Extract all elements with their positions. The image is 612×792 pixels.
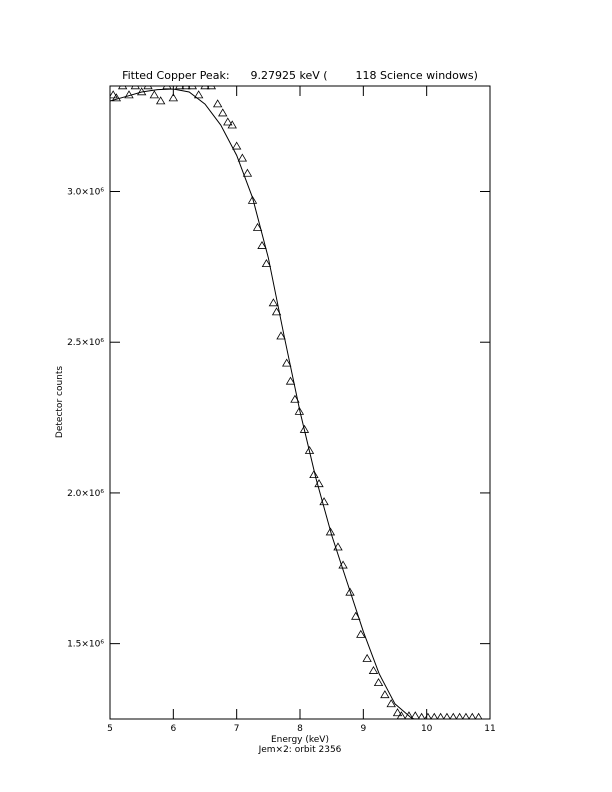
triangle-marker	[443, 712, 451, 719]
triangle-marker	[368, 665, 379, 674]
triangle-marker	[257, 240, 267, 249]
triangle-marker	[430, 712, 438, 719]
triangle-marker	[468, 712, 476, 719]
triangle-marker	[424, 712, 432, 719]
triangle-marker	[111, 93, 122, 102]
triangle-marker	[462, 712, 470, 719]
y-tick-label: 2.0×10⁶	[67, 489, 104, 499]
triangle-marker	[474, 712, 483, 719]
plot-frame	[109, 85, 491, 720]
triangle-marker	[373, 678, 384, 687]
triangle-marker	[155, 96, 166, 105]
triangle-marker	[218, 108, 228, 117]
triangle-marker	[223, 117, 233, 126]
triangle-marker	[110, 90, 118, 99]
triangle-marker	[380, 690, 390, 699]
triangle-marker	[333, 542, 343, 551]
triangle-marker	[252, 222, 263, 231]
triangle-marker	[362, 653, 372, 662]
y-tick-label: 3.0×10⁶	[67, 188, 104, 198]
x-tick-label: 9	[360, 724, 366, 734]
triangle-marker	[261, 259, 272, 268]
triangle-marker	[143, 86, 153, 90]
plot-area	[110, 86, 483, 719]
triangle-marker	[392, 708, 403, 717]
x-tick-label: 10	[421, 724, 433, 734]
triangle-marker	[130, 86, 141, 90]
triangle-marker	[455, 712, 464, 719]
y-tick-label: 2.5×10⁶	[67, 338, 104, 348]
triangle-marker	[282, 358, 292, 367]
triangle-marker	[304, 445, 315, 454]
triangle-marker	[356, 629, 366, 638]
triangle-marker	[436, 712, 445, 719]
x-axis-label: Energy (keV)	[271, 735, 329, 745]
triangle-marker	[168, 93, 179, 102]
x-tick-label: 11	[484, 724, 495, 734]
fit-curve	[110, 88, 416, 719]
triangle-marker	[231, 141, 242, 150]
triangle-marker	[117, 86, 128, 90]
triangle-marker	[181, 86, 191, 90]
triangle-marker	[193, 90, 204, 99]
x-tick-label: 8	[297, 724, 303, 734]
triangle-marker	[124, 90, 134, 99]
triangle-marker	[206, 86, 217, 90]
y-axis-label: Detector counts	[55, 366, 65, 438]
triangle-marker	[345, 587, 355, 596]
triangle-marker	[271, 307, 282, 316]
triangle-marker	[174, 86, 185, 90]
triangle-marker	[299, 424, 310, 433]
triangle-marker	[417, 712, 426, 719]
triangle-marker	[449, 712, 457, 719]
triangle-marker	[227, 120, 237, 129]
triangle-marker	[404, 711, 414, 719]
chart-title: Fitted Copper Peak: 9.27925 keV ( 118 Sc…	[122, 69, 478, 82]
triangle-marker	[162, 86, 172, 90]
triangle-marker	[410, 711, 420, 719]
triangle-marker	[396, 711, 406, 719]
triangle-marker	[149, 90, 160, 99]
triangle-marker	[200, 86, 210, 90]
triangle-marker	[386, 699, 396, 708]
x-tick-label: 5	[107, 724, 113, 734]
triangle-marker	[309, 470, 319, 479]
triangle-marker	[242, 168, 253, 177]
triangle-marker	[294, 406, 305, 415]
triangle-marker	[187, 86, 198, 90]
triangle-marker	[285, 376, 296, 385]
triangle-marker	[276, 331, 286, 340]
x-tick-label: 6	[170, 724, 176, 734]
triangle-marker	[325, 527, 336, 536]
triangle-marker	[237, 153, 248, 162]
triangle-marker	[268, 298, 279, 307]
subtitle: Jem×2: orbit 2356	[258, 745, 342, 755]
triangle-marker	[212, 99, 223, 108]
triangle-marker	[247, 195, 258, 204]
x-tick-label: 7	[234, 724, 240, 734]
y-tick-label: 1.5×10⁶	[67, 640, 104, 650]
